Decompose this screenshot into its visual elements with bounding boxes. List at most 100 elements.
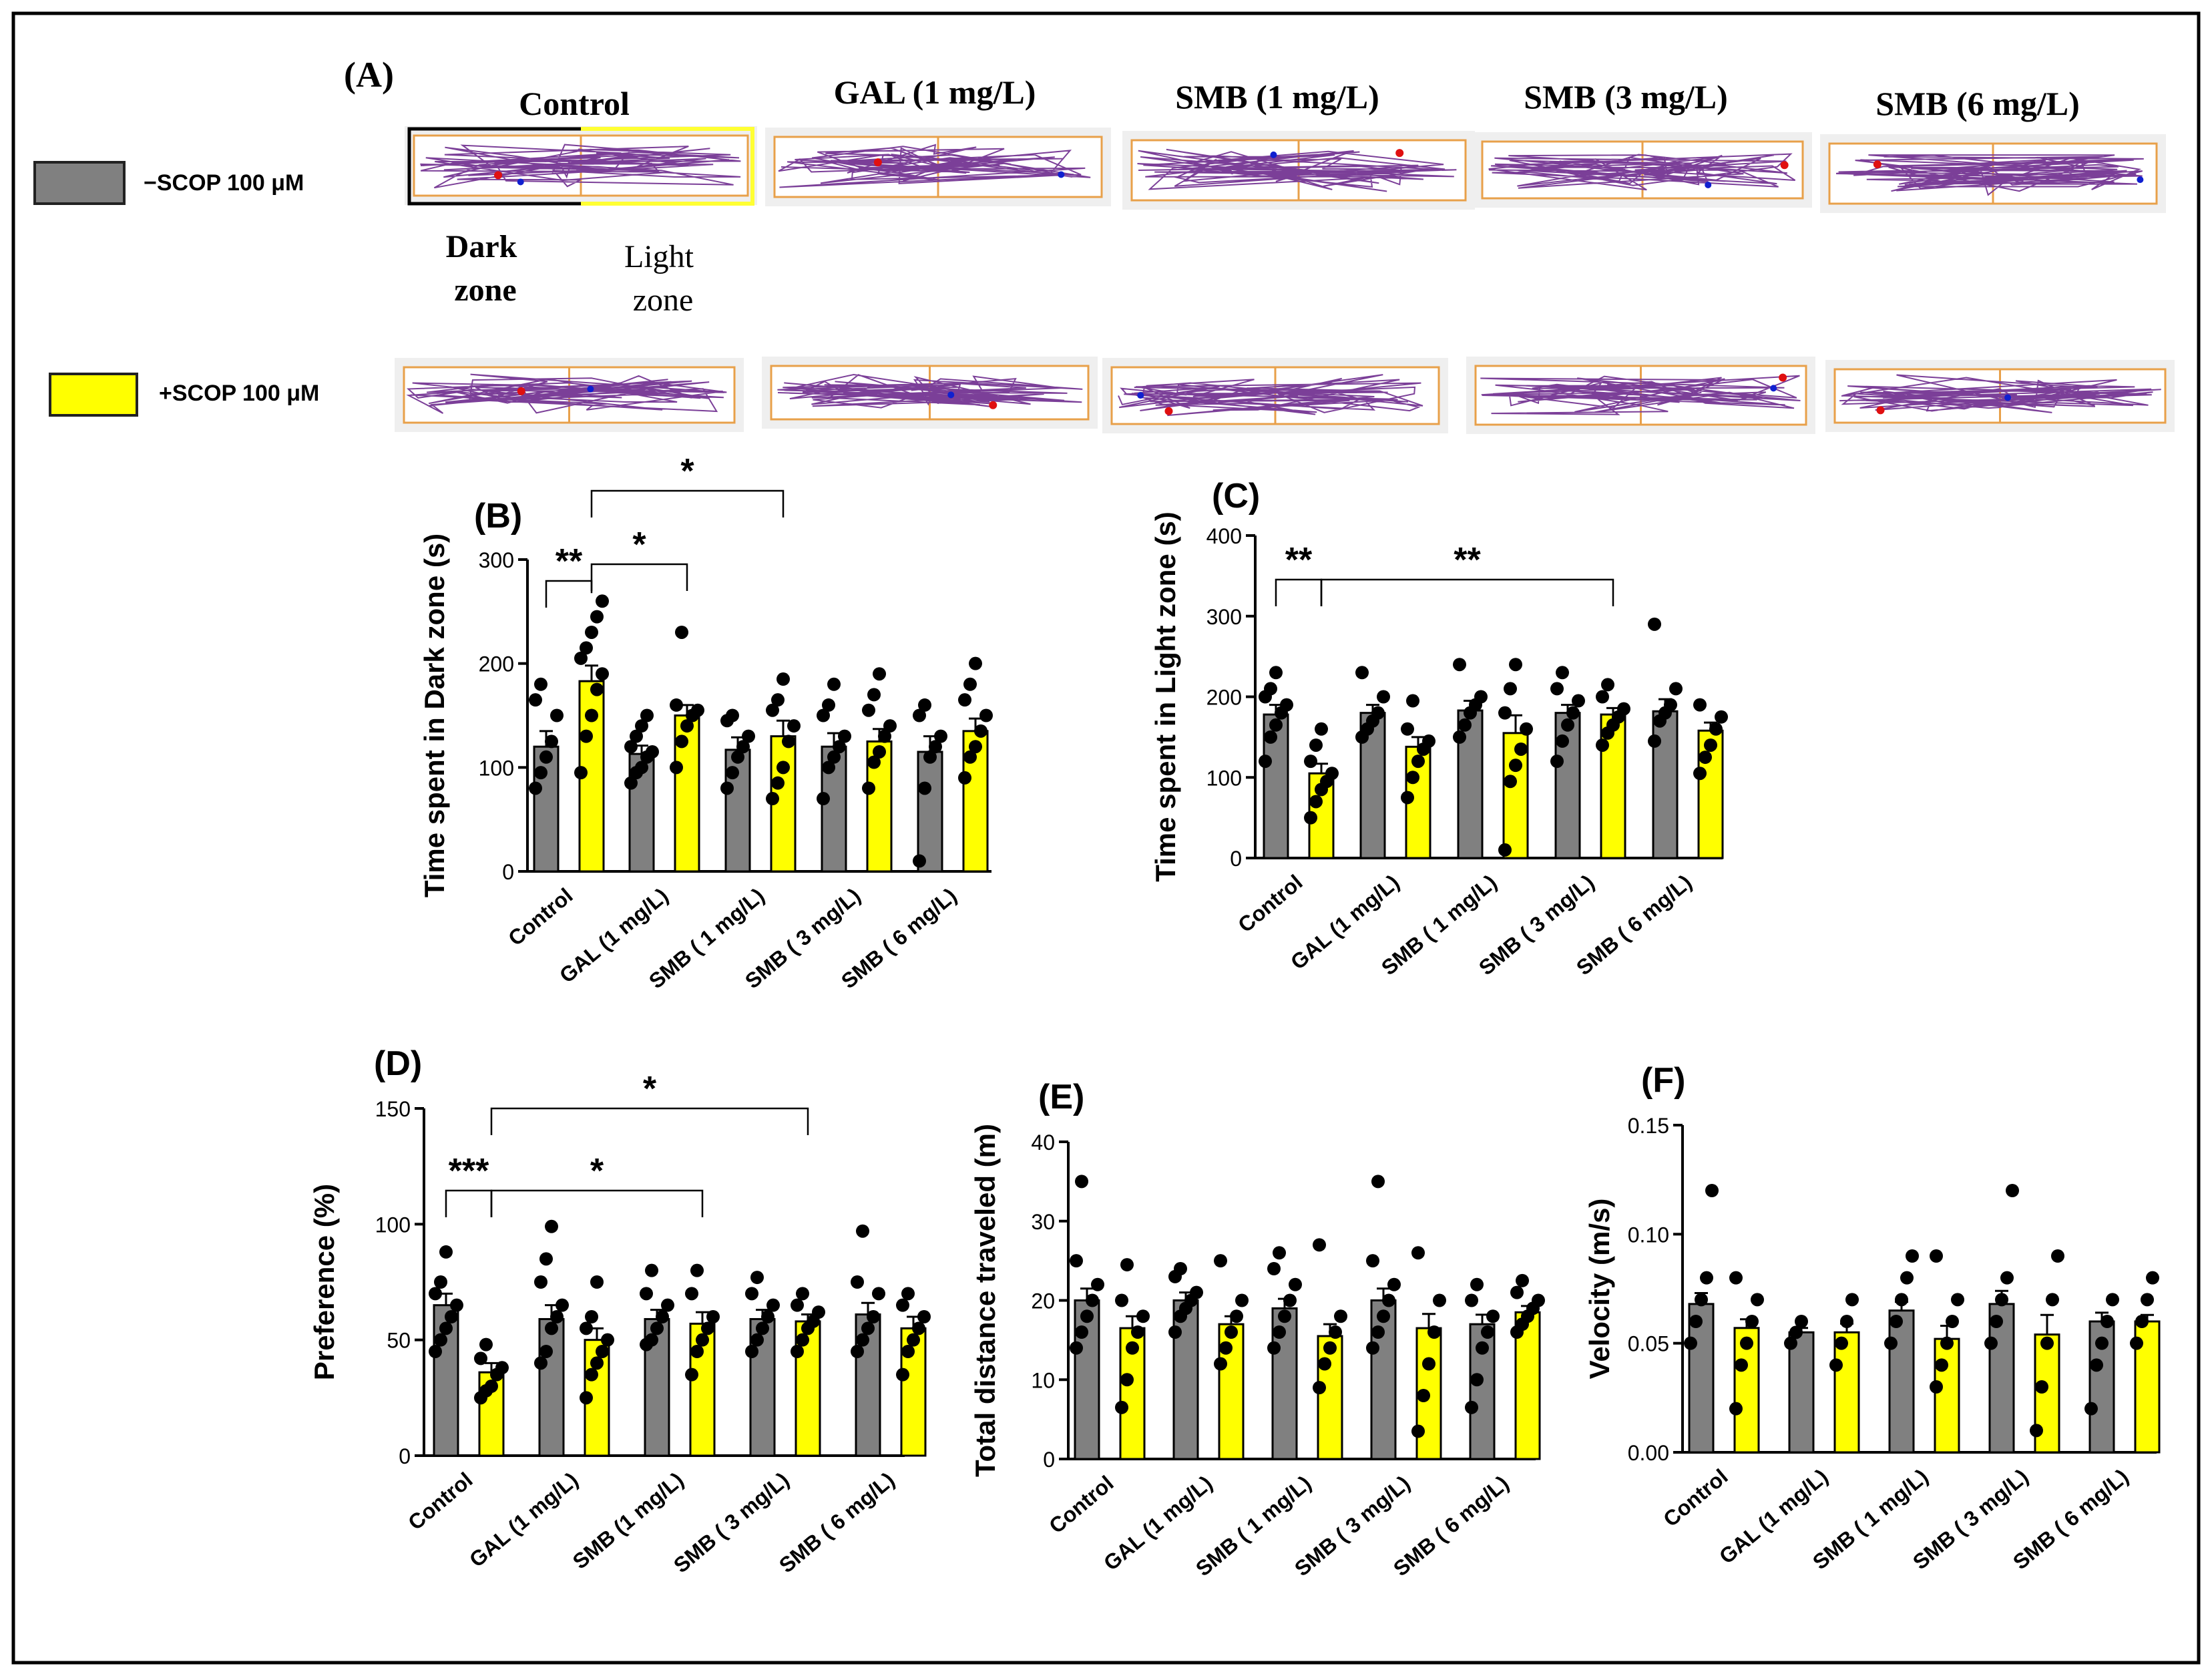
data-point [2090,1358,2103,1372]
significance-bracket [1320,578,1614,606]
data-point [1514,742,1528,756]
data-point [1401,722,1414,736]
data-point [1550,682,1564,696]
data-point [1498,843,1512,857]
data-point [624,740,638,754]
data-point [529,781,542,795]
data-point [545,1219,558,1233]
data-point [580,729,593,743]
data-point [1951,1293,1964,1307]
data-point [635,761,648,775]
data-point [1315,722,1328,736]
start-marker [1876,406,1885,415]
data-point [766,703,779,717]
dark-zone-label-line2: zone [454,272,516,308]
panel-label: (C) [1212,477,1260,515]
data-point [1795,1315,1808,1328]
data-point [1596,738,1609,752]
data-point [1411,1424,1425,1438]
data-point [1784,1336,1797,1350]
data-point [1377,690,1390,704]
data-point [529,693,542,707]
data-point [1550,755,1564,769]
data-point [1309,795,1323,809]
end-marker [1705,181,1712,188]
data-point [963,750,977,764]
data-point [750,1271,764,1285]
start-marker [1164,407,1173,415]
data-point [912,1321,925,1335]
movement-track [778,144,1091,188]
data-point [1235,1293,1249,1307]
data-point [585,1368,598,1382]
arena-gal-1-mg-l-plus-scop [762,357,1098,429]
data-point [796,1333,809,1347]
data-point [1940,1336,1954,1350]
data-point [1476,1341,1489,1355]
data-point [1465,1400,1478,1414]
bar-gal-1-mg-l-minus-scop [1788,1331,1815,1454]
significance-bracket [490,1189,704,1217]
data-point [1669,682,1683,696]
bar-gal-1-mg-l-minus-scop [538,1317,565,1457]
data-point [1704,738,1717,752]
significance-marker: ** [556,542,583,581]
data-point [439,1245,453,1259]
bar-smb-1-mg-l-minus-scop [1888,1309,1915,1454]
dark-zone-label: Dark zone [446,229,525,308]
data-point [1470,1373,1484,1387]
legend-label-plus-scop: +SCOP 100 μM [159,381,319,406]
group-title-smb-6-mg-l: SMB (6 mg/L) [1875,85,2080,122]
data-point [1895,1293,1908,1307]
data-point [434,1275,447,1289]
data-point [2006,1184,2019,1197]
data-point [1422,734,1435,748]
data-point [918,781,931,795]
data-point [1453,730,1466,744]
group-title-smb-1-mg-l: SMB (1 mg/L) [1175,78,1379,116]
movement-track [1839,374,2161,413]
y-axis-label: Time spent in Dark zone (s) [419,534,450,897]
data-point [756,1321,769,1335]
data-point [1371,1325,1385,1339]
data-point [782,735,795,749]
arena-gal-1-mg-l-minus-scop [765,128,1111,206]
data-point [929,740,942,754]
data-point [1366,1254,1379,1268]
data-point [580,641,593,655]
data-point [1693,767,1707,781]
data-point [1304,755,1317,769]
data-point [1509,759,1522,773]
data-point [534,1275,547,1289]
data-point [838,729,851,743]
data-point [1486,1309,1500,1323]
data-point [963,677,977,691]
data-point [1906,1249,1919,1263]
data-point [1377,1309,1390,1323]
data-point [429,1287,442,1301]
significance-marker: * [643,1070,657,1108]
data-point [867,1310,880,1323]
data-point [1371,706,1385,720]
data-point [901,1287,915,1301]
data-point [1556,734,1569,748]
data-point [1745,1315,1759,1328]
data-point [1075,1175,1088,1189]
data-point [550,1310,564,1323]
data-point [1453,658,1466,672]
data-point [574,651,588,665]
data-point [539,1345,553,1358]
data-point [856,1333,869,1347]
y-tick-label: 0.10 [1628,1223,1669,1247]
data-point [696,1333,709,1347]
significance-marker: ** [1285,541,1313,580]
data-point [913,708,926,722]
legend-label-minus-scop: −SCOP 100 μM [144,170,304,196]
data-point [580,1391,593,1405]
data-point [1498,706,1512,720]
data-point [1709,722,1723,736]
data-point [2141,1293,2154,1307]
data-point [479,1337,493,1351]
data-point [646,745,659,759]
data-point [791,1298,804,1312]
